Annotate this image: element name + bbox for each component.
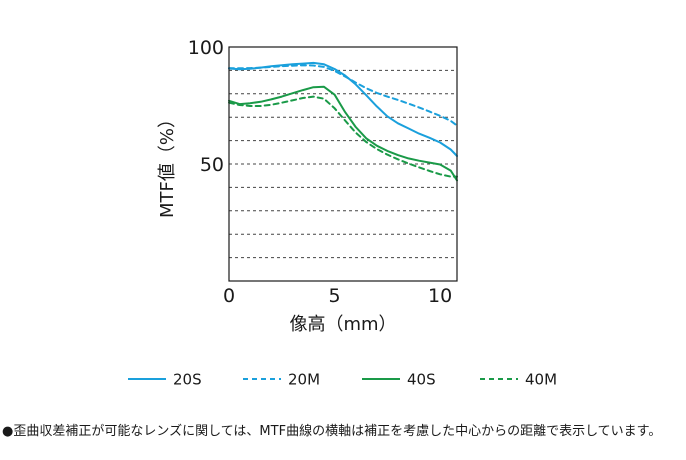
series-line-20M (228, 64, 458, 127)
plot-frame (228, 46, 458, 282)
y-tick-label: 100 (188, 37, 224, 59)
x-axis-title: 像高（mm） (289, 314, 396, 335)
legend-label-40S: 40S (407, 371, 436, 389)
series-line-40S (228, 85, 458, 182)
series-lines (228, 61, 458, 182)
y-tick-label: 50 (200, 154, 224, 176)
x-tick-label: 0 (223, 285, 235, 307)
y-axis-title: MTF値（%） (157, 110, 178, 218)
legend-label-20M: 20M (288, 371, 320, 389)
x-tick-label: 10 (428, 285, 452, 307)
legend: 20S 20M 40S 40M (128, 371, 557, 389)
series-line-40M (228, 95, 458, 178)
legend-label-20S: 20S (173, 371, 202, 389)
legend-label-40M: 40M (525, 371, 557, 389)
tick-labels: 50 100 0 5 10 (188, 37, 452, 307)
footnote: ●歪曲収差補正が可能なレンズに関しては、MTF曲線の横軸は補正を考慮した中心から… (2, 424, 662, 439)
x-tick-label: 5 (329, 285, 341, 307)
mtf-chart: 50 100 0 5 10 像高（mm） MTF値（%） 20S 20M 40S 40M (128, 37, 557, 389)
gridlines (229, 69, 457, 259)
